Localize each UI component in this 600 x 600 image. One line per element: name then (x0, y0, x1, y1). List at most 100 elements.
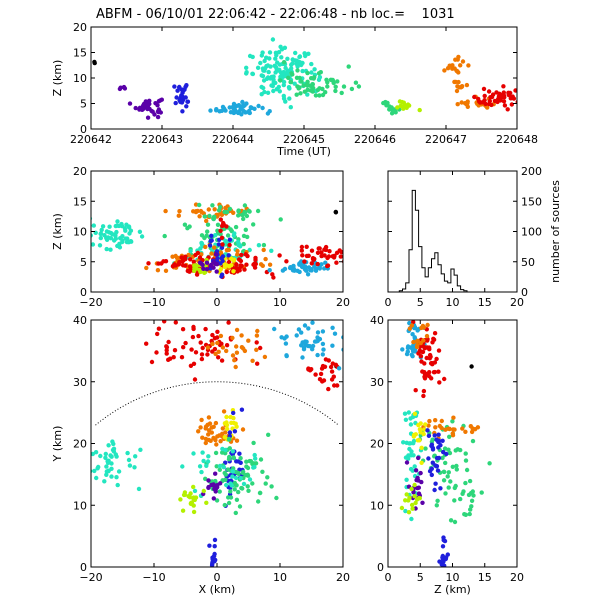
data-point (432, 331, 438, 336)
data-point (320, 86, 325, 92)
data-point (323, 260, 328, 265)
data-point (234, 497, 240, 502)
data-point (234, 350, 240, 355)
x-tick-label: 220646 (354, 133, 396, 146)
data-point (317, 93, 322, 98)
data-point (468, 507, 473, 512)
data-point (210, 341, 215, 347)
data-point (204, 500, 209, 505)
data-point (409, 502, 415, 508)
data-point (206, 428, 212, 433)
data-point (438, 567, 442, 571)
data-point (176, 213, 181, 218)
data-point (211, 435, 216, 441)
data-point (434, 503, 439, 508)
data-point (436, 348, 442, 353)
data-point (412, 411, 418, 416)
data-point (304, 244, 309, 249)
data-point (213, 557, 218, 563)
data-point (439, 425, 444, 431)
data-point (242, 103, 247, 108)
data-point (213, 233, 218, 238)
data-point (408, 345, 413, 350)
data-point (214, 442, 219, 447)
data-point (404, 105, 409, 111)
data-point (224, 414, 229, 420)
data-point (272, 326, 277, 332)
data-point (466, 492, 472, 498)
data-point (408, 452, 413, 458)
data-point (213, 351, 218, 357)
data-point (198, 425, 203, 430)
data-point (469, 429, 475, 435)
data-point (259, 73, 264, 78)
data-point (235, 248, 240, 254)
data-point (460, 426, 465, 431)
data-point (258, 60, 263, 66)
data-point (328, 364, 334, 370)
data-point (232, 231, 237, 236)
data-point (325, 255, 330, 261)
x-tick-label: 20 (336, 571, 350, 584)
data-point (197, 214, 202, 219)
data-point (442, 446, 448, 451)
data-point (210, 560, 215, 565)
data-point (258, 457, 264, 462)
data-point (84, 478, 88, 482)
data-point (183, 340, 188, 346)
data-point (341, 84, 347, 89)
data-point (453, 448, 458, 453)
data-point (431, 336, 436, 341)
data-point (401, 106, 406, 111)
time-height-panel: 220642 220643 220644 220645 220646 220647 2206… (51, 21, 538, 158)
data-point (415, 328, 420, 333)
data-point (387, 104, 392, 109)
y-axis-title: Y (km) (51, 426, 64, 463)
data-point (226, 259, 232, 265)
data-point (325, 80, 330, 85)
data-point (137, 229, 143, 234)
data-point (256, 103, 261, 109)
data-point (218, 261, 223, 266)
data-point (200, 345, 205, 351)
data-point (505, 107, 510, 112)
x-tick-label: 15 (478, 296, 492, 309)
data-point (407, 326, 412, 331)
data-point (411, 320, 416, 325)
data-point (475, 425, 481, 430)
data-point (177, 85, 182, 90)
data-point (251, 440, 256, 446)
data-point (109, 461, 114, 466)
data-point (251, 262, 256, 267)
data-point (155, 268, 161, 273)
data-point (445, 474, 450, 479)
data-point (430, 460, 435, 465)
data-point (209, 482, 214, 488)
data-point (400, 347, 405, 352)
data-point (241, 469, 246, 475)
y-tick-label: 50 (521, 256, 535, 269)
y-tick-label: 10 (370, 499, 384, 512)
data-point (410, 312, 414, 316)
data-point (198, 246, 203, 251)
data-point (216, 208, 222, 213)
data-point (222, 262, 227, 267)
data-point (192, 488, 198, 494)
histogram-line (398, 189, 468, 292)
data-point (106, 235, 111, 240)
data-point (417, 107, 422, 113)
y-tick-label: 15 (73, 195, 87, 208)
data-point (204, 218, 209, 224)
data-point (213, 252, 219, 257)
data-point (224, 248, 230, 253)
data-point (492, 98, 498, 104)
data-point (220, 426, 225, 431)
data-point (253, 456, 258, 461)
data-point (221, 106, 227, 111)
data-point (323, 90, 328, 95)
data-point (147, 101, 152, 107)
data-point (424, 355, 429, 361)
data-point (430, 447, 436, 452)
data-point (309, 248, 315, 253)
